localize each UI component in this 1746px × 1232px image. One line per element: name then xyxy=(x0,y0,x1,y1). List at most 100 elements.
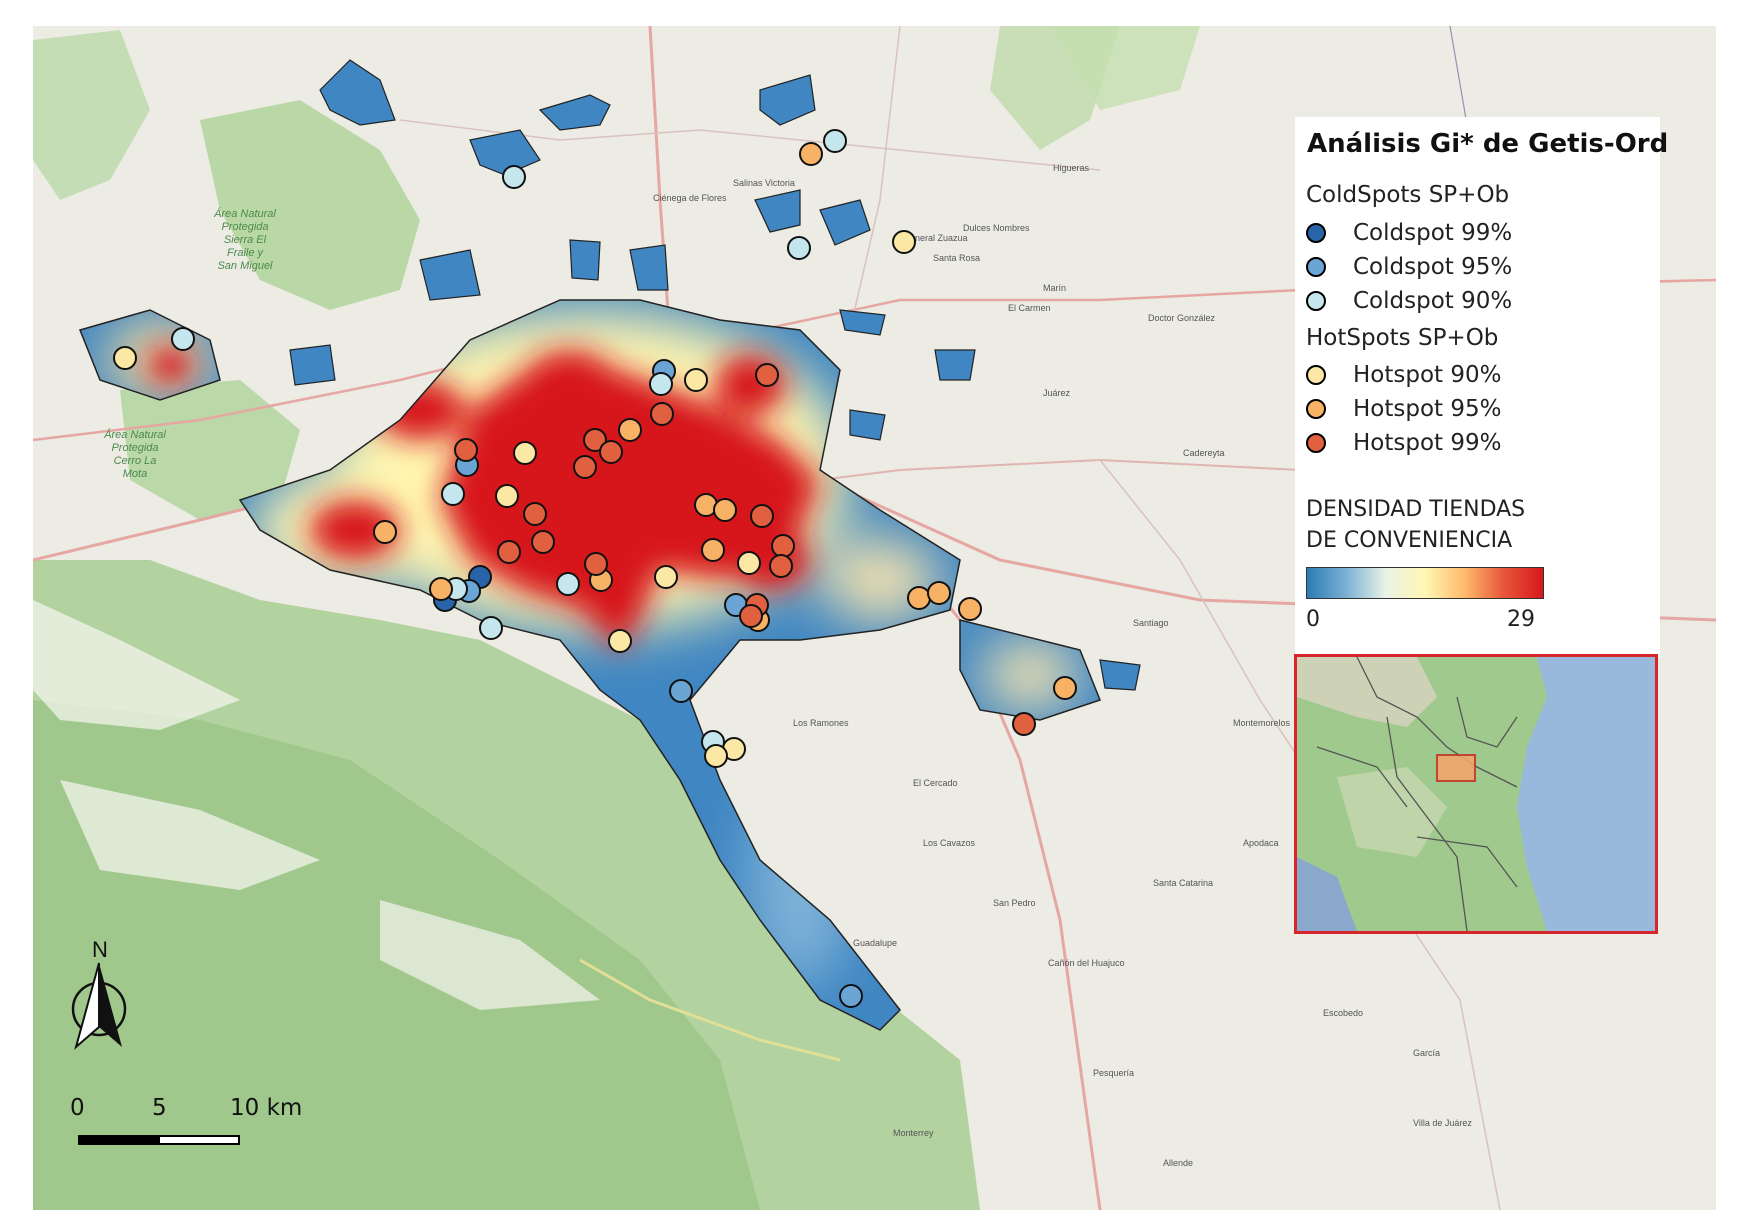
place-label-18: García xyxy=(1413,1048,1440,1058)
hotspot99-point-7 xyxy=(531,530,555,554)
hotspot95-point-7 xyxy=(907,586,931,610)
legend-item-hotspot-90: Hotspot 90% xyxy=(1306,360,1502,390)
vegetation-layer xyxy=(33,26,1200,1210)
protected-area-labels: Área Natural Protegida Sierra El Fraile … xyxy=(103,207,276,480)
hotspot-95-label: Hotspot 95% xyxy=(1353,396,1502,422)
legend-title: Análisis Gi* de Getis-Ord xyxy=(1307,129,1669,159)
coldspot-90-swatch xyxy=(1306,291,1326,311)
legend-item-coldspot-95: Coldspot 95% xyxy=(1306,252,1512,282)
place-labels: Dulces Nombres Marín Doctor González Santa … xyxy=(653,163,1642,1168)
coldspot90-point-3 xyxy=(787,236,811,260)
hotspot99-point-11 xyxy=(771,534,795,558)
coldspot90-point-8 xyxy=(649,372,673,396)
place-label-8: Ciénega de Flores xyxy=(653,193,727,203)
coldspot90-point-7 xyxy=(556,572,580,596)
place-label-3: Santa Rosa xyxy=(933,253,980,263)
density-title-line1: DENSIDAD TIENDAS xyxy=(1306,497,1526,522)
hotspot99-point-14 xyxy=(739,604,763,628)
hotspot99-point-6 xyxy=(523,502,547,526)
hotspot95-point-2 xyxy=(618,418,642,442)
svg-text:Protegida: Protegida xyxy=(111,442,158,454)
coldspot-99-swatch xyxy=(1306,223,1326,243)
hotspot-95-swatch xyxy=(1306,399,1326,419)
hotspot-90-swatch xyxy=(1306,365,1326,385)
coldspots-header: ColdSpots SP+Ob xyxy=(1306,182,1510,208)
place-label-13: Los Cavazos xyxy=(923,838,976,848)
inset-locator-map xyxy=(1294,654,1658,934)
place-label-9: Juárez xyxy=(1043,388,1071,398)
hotspot99-point-2 xyxy=(583,428,607,452)
place-label-0: Dulces Nombres xyxy=(963,223,1030,233)
coldspot-90-label: Coldspot 90% xyxy=(1353,288,1513,314)
place-label-19: Santa Catarina xyxy=(1153,878,1213,888)
place-label-4: General Zuazua xyxy=(903,233,968,243)
hotspot99-point-12 xyxy=(769,554,793,578)
hotspot95-point-0 xyxy=(799,142,823,166)
svg-text:Protegida: Protegida xyxy=(221,221,268,233)
place-label-16: Apodaca xyxy=(1243,838,1279,848)
svg-text:Mota: Mota xyxy=(123,468,147,480)
scale-label-0: 0 xyxy=(70,1095,85,1121)
place-label-10: Cadereyta xyxy=(1183,448,1225,458)
outlying-polygons xyxy=(289,59,1141,691)
hotspot90-point-3 xyxy=(513,441,537,465)
place-label-12: El Cercado xyxy=(913,778,958,788)
coldspot95-point-3 xyxy=(669,679,693,703)
label-area-protegida-1a: Área Natural xyxy=(213,207,276,220)
density-color-ramp xyxy=(1306,567,1544,599)
coldspot90-point-0 xyxy=(171,327,195,351)
hotspot99-point-8 xyxy=(497,540,521,564)
scale-label-10: 10 km xyxy=(230,1095,303,1121)
hotspot-99-swatch xyxy=(1306,433,1326,453)
north-arrow-icon: N xyxy=(71,937,127,1050)
hotspot90-point-7 xyxy=(608,629,632,653)
legend-item-hotspot-95: Hotspot 95% xyxy=(1306,394,1502,424)
coldspot90-point-2 xyxy=(823,129,847,153)
hotspot95-point-6 xyxy=(701,538,725,562)
place-label-11: Santiago xyxy=(1133,618,1169,628)
hotspot90-point-0 xyxy=(113,346,137,370)
hotspot99-point-5 xyxy=(454,438,478,462)
scale-segment-black xyxy=(78,1135,160,1145)
place-label-23: Allende xyxy=(1163,1158,1193,1168)
legend-item-coldspot-99: Coldspot 99% xyxy=(1306,218,1512,248)
hotspot90-point-5 xyxy=(654,565,678,589)
hotspot90-point-4 xyxy=(495,484,519,508)
place-label-1: Marín xyxy=(1043,283,1066,293)
inset-map-svg xyxy=(1297,657,1547,931)
place-label-14: Cañón del Huajuco xyxy=(1048,958,1125,968)
place-label-21: Guadalupe xyxy=(853,938,897,948)
place-label-6: El Carmen xyxy=(1008,303,1051,313)
place-label-7: Salinas Victoria xyxy=(733,178,795,188)
place-label-25: Los Ramones xyxy=(793,718,849,728)
hotspot99-point-3 xyxy=(599,440,623,464)
place-label-22: Monterrey xyxy=(893,1128,934,1138)
place-label-29: Villa de Juárez xyxy=(1413,1118,1472,1128)
metro-boundary xyxy=(78,299,1101,1031)
coldspot95-point-4 xyxy=(839,984,863,1008)
legend-item-hotspot-99: Hotspot 99% xyxy=(1306,428,1502,458)
density-min-label: 0 xyxy=(1306,607,1320,632)
hotspot99-point-1 xyxy=(650,402,674,426)
hotspot-99-label: Hotspot 99% xyxy=(1353,430,1502,456)
hotspot95-point-10 xyxy=(1053,676,1077,700)
place-label-15: Pesquería xyxy=(1093,1068,1134,1078)
coldspot90-point-6 xyxy=(479,616,503,640)
scale-segment-white xyxy=(158,1135,240,1145)
legend-panel: Análisis Gi* de Getis-Ord ColdSpots SP+O… xyxy=(1295,117,1668,657)
north-arrow: N xyxy=(62,937,142,1057)
hotspot95-point-12 xyxy=(429,577,453,601)
gi-points-layer xyxy=(113,129,1077,1008)
coldspot-95-swatch xyxy=(1306,257,1326,277)
density-title-line2: DE CONVENIENCIA xyxy=(1306,528,1513,553)
svg-text:San Miguel: San Miguel xyxy=(217,260,273,272)
hotspot90-point-2 xyxy=(684,368,708,392)
svg-text:Área Natural: Área Natural xyxy=(103,428,166,441)
legend-item-coldspot-90: Coldspot 90% xyxy=(1306,286,1512,316)
hotspots-header: HotSpots SP+Ob xyxy=(1306,325,1499,351)
density-max-label: 29 xyxy=(1507,607,1535,632)
svg-text:Cerro La: Cerro La xyxy=(114,455,157,467)
place-label-5: Higueras xyxy=(1053,163,1090,173)
svg-text:Fraile y: Fraile y xyxy=(227,247,265,259)
place-label-17: Escobedo xyxy=(1323,1008,1363,1018)
